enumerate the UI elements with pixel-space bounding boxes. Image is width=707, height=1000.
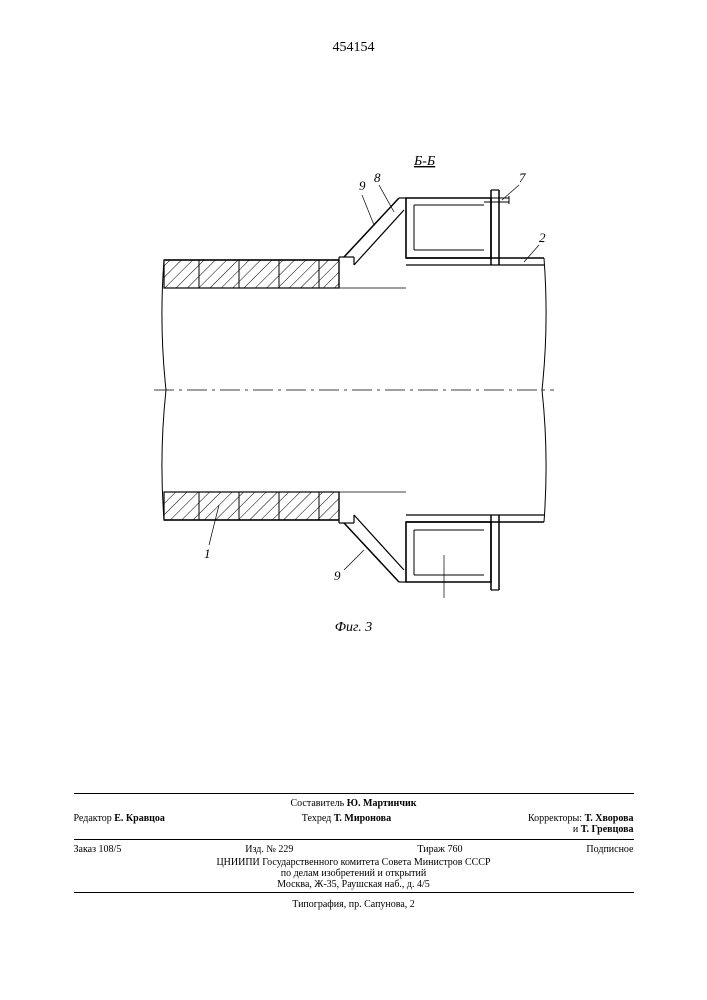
publication-footer: Составитель Ю. Мартинчик Редактор Е. Кра… (74, 791, 634, 910)
order-block: Заказ 108/5 (74, 844, 122, 855)
typography-line: Типография, пр. Сапунова, 2 (74, 895, 634, 910)
compiler-label: Составитель (291, 798, 345, 809)
tirage-block: Тираж 760 (417, 844, 462, 855)
org-line2: по делам изобретений и открытий (74, 868, 634, 879)
corrector1: Т. Хворова (585, 813, 634, 824)
issue-num: 229 (278, 844, 293, 855)
svg-text:1: 1 (204, 546, 211, 561)
svg-text:8: 8 (374, 170, 381, 185)
techred-name: Т. Миронова (334, 813, 391, 824)
compiler-name: Ю. Мартинчик (347, 798, 417, 809)
compiler-line: Составитель Ю. Мартинчик (74, 796, 634, 811)
order-num: 108/5 (99, 844, 122, 855)
techred-block: Техред Т. Миронова (302, 813, 391, 835)
svg-text:Б-Б: Б-Б (413, 154, 435, 169)
issue-block: Изд. № 229 (245, 844, 293, 855)
editor-block: Редактор Е. Кравцоа (74, 813, 165, 835)
issue-label: Изд. № (245, 844, 276, 855)
svg-text:6: 6 (441, 598, 448, 600)
figure-label: Фиг. 3 (335, 620, 373, 636)
correctors-block: Корректоры: Т. Хворова и Т. Гревцова (528, 813, 634, 835)
subscription: Подписное (586, 844, 633, 855)
svg-text:2: 2 (539, 230, 546, 245)
order-label: Заказ (74, 844, 97, 855)
techred-label: Техред (302, 813, 331, 824)
tirage-num: 760 (447, 844, 462, 855)
divider (74, 793, 634, 794)
divider (74, 839, 634, 840)
svg-text:7: 7 (519, 170, 526, 185)
tirage-label: Тираж (417, 844, 445, 855)
technical-diagram: Б-Б (144, 150, 564, 600)
correctors-label: Корректоры: (528, 813, 582, 824)
org-line1: ЦНИИПИ Государственного комитета Совета … (74, 857, 634, 868)
page-number: 454154 (333, 40, 375, 56)
credits-row: Редактор Е. Кравцоа Техред Т. Миронова К… (74, 811, 634, 837)
svg-text:9: 9 (334, 568, 341, 583)
address-line: Москва, Ж-35, Раушская наб., д. 4/5 (74, 879, 634, 890)
publication-row: Заказ 108/5 Изд. № 229 Тираж 760 Подписн… (74, 842, 634, 857)
figure-caption: Фиг. 3 (335, 620, 373, 635)
editor-label: Редактор (74, 813, 112, 824)
svg-text:9: 9 (359, 178, 366, 193)
corrector2: Т. Гревцова (581, 824, 634, 835)
editor-name: Е. Кравцоа (114, 813, 165, 824)
corrector-and: и (573, 824, 578, 835)
divider (74, 892, 634, 893)
